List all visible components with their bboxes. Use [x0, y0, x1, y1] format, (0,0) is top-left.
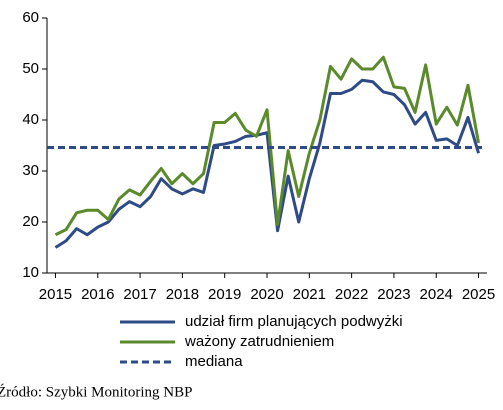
y-tick-label: 40 — [22, 111, 39, 128]
y-tick-label: 10 — [22, 264, 39, 281]
y-tick-label: 60 — [22, 9, 39, 26]
x-tick-label: 2025 — [462, 286, 495, 303]
x-tick-label: 2015 — [39, 286, 72, 303]
x-tick-label: 2023 — [377, 286, 410, 303]
x-tick-label: 2022 — [335, 286, 368, 303]
x-tick-label: 2020 — [250, 286, 283, 303]
legend-label: ważony zatrudnieniem — [184, 333, 334, 350]
x-tick-label: 2018 — [166, 286, 199, 303]
x-tick-label: 2016 — [81, 286, 114, 303]
x-tick-label: 2021 — [293, 286, 326, 303]
y-tick-label: 30 — [22, 162, 39, 179]
x-tick-label: 2024 — [420, 286, 453, 303]
series-line — [54, 78, 480, 249]
source: Źródło: Szybki Monitoring NBP — [0, 383, 192, 400]
series-line — [54, 55, 481, 237]
x-tick-label: 2017 — [123, 286, 156, 303]
y-tick-label: 50 — [22, 60, 39, 77]
y-tick-label: 20 — [22, 213, 39, 230]
legend-label: mediana — [185, 353, 243, 370]
legend-label: udział firm planujących podwyżki — [185, 313, 403, 330]
x-tick-label: 2019 — [208, 286, 241, 303]
